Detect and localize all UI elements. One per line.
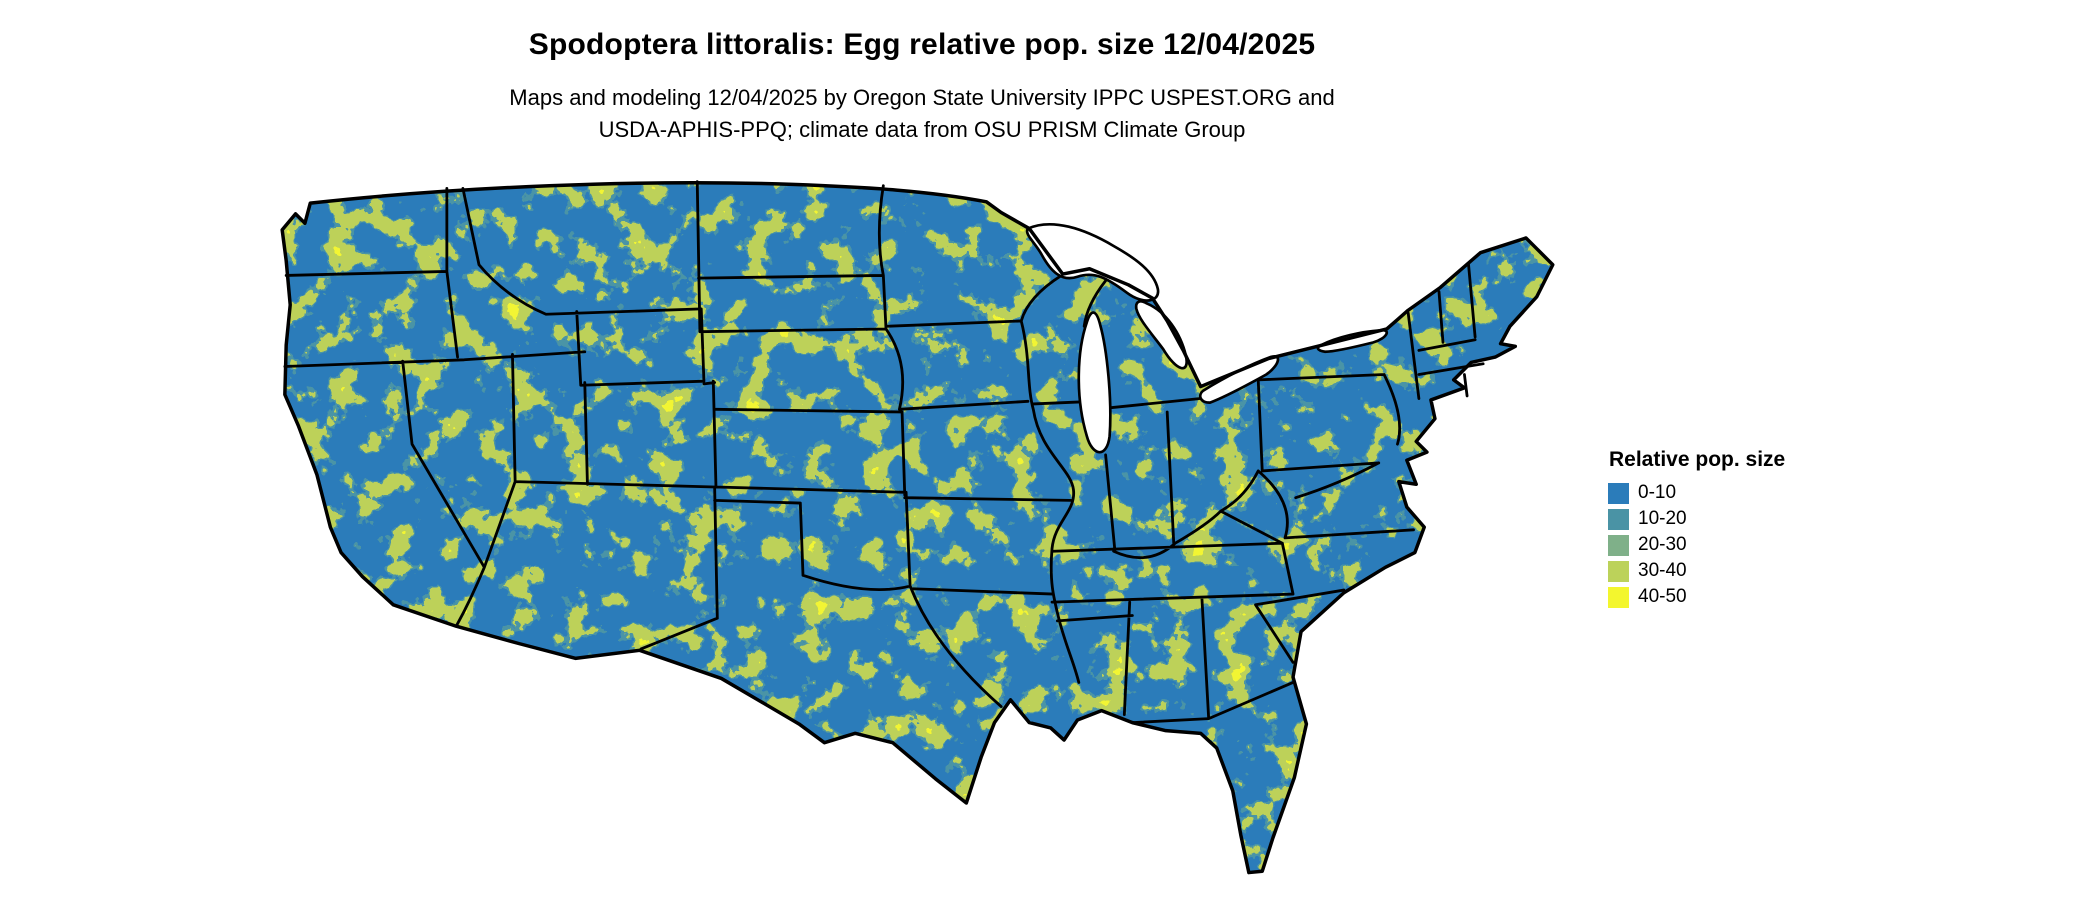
lake-ontario [1316,328,1389,354]
map-container [274,171,1573,894]
subtitle-line-1: Maps and modeling 12/04/2025 by Oregon S… [509,85,1335,110]
legend-swatch [1608,482,1629,504]
legend-item: 30-40 [1608,558,1785,584]
legend-label: 30-40 [1638,560,1687,581]
legend-label: 40-50 [1638,586,1687,607]
legend-swatch [1608,534,1629,556]
us-map [280,180,1555,875]
legend-item: 20-30 [1608,532,1785,558]
subtitle-line-2: USDA-APHIS-PPQ; climate data from OSU PR… [598,116,1246,142]
legend-swatch [1608,586,1629,608]
state-borders [283,180,1485,725]
lake-huron [1134,300,1188,370]
page-title: Spodoptera littoralis: Egg relative pop.… [528,28,1316,61]
legend-item: 0-10 [1608,480,1785,506]
legend-label: 0-10 [1638,482,1677,503]
great-lakes [1025,222,1389,454]
legend-swatch [1608,508,1629,530]
legend-item: 10-20 [1608,506,1785,532]
legend-label: 10-20 [1638,508,1687,529]
subtitle: Maps and modeling 12/04/2025 by Oregon S… [0,82,1844,146]
lake-superior [1025,222,1160,302]
legend-item: 40-50 [1608,584,1785,610]
map-legend: Relative pop. size 0-10 10-20 20-30 30-4… [1608,448,1785,610]
legend-label: 20-30 [1638,534,1687,555]
legend-title: Relative pop. size [1609,448,1786,471]
legend-swatch [1608,560,1629,582]
lake-michigan [1077,311,1112,454]
